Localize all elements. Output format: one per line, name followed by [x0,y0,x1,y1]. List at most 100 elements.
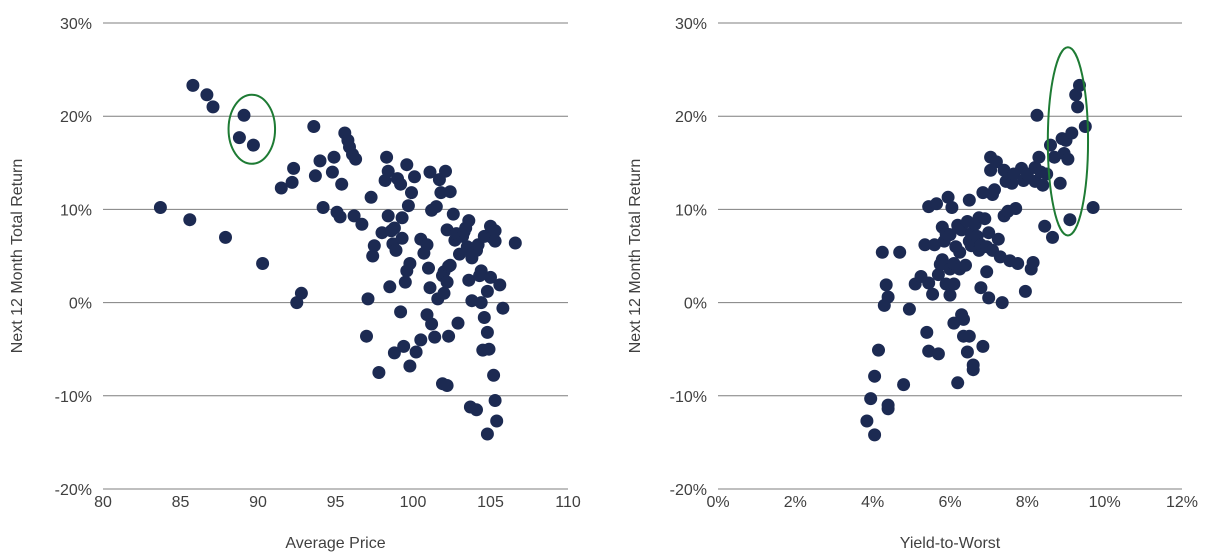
data-point [991,232,1005,246]
x-tick-label: 80 [94,494,112,511]
data-point [380,150,394,164]
data-point [186,78,200,92]
data-point [364,190,378,204]
data-point [361,292,375,306]
data-point [976,339,990,353]
data-point [1046,230,1059,244]
data-point [875,245,889,259]
x-axis-title: Average Price [285,535,385,552]
data-point [219,230,232,244]
data-point [989,155,1003,169]
data-point [425,317,439,331]
data-point [1030,108,1044,122]
y-tick-label: 0% [684,296,707,313]
data-point [347,209,361,223]
data-point [366,249,380,263]
data-point [462,273,476,287]
data-point [978,212,992,226]
data-point [443,185,457,199]
y-tick-label: 10% [60,202,92,219]
data-point [360,329,373,343]
y-tick-label: -10% [55,389,92,406]
y-axis-title: Next 12 Month Total Return [9,159,26,353]
data-point [1009,202,1023,215]
data-point [451,316,465,330]
data-point [428,330,442,344]
data-point [437,286,451,300]
data-point [1065,126,1079,140]
data-point [945,201,959,214]
data-point [333,210,347,224]
data-point [1061,152,1075,166]
data-point [316,201,330,214]
data-point [237,108,251,122]
data-point [974,281,988,295]
y-tick-label: 10% [675,202,707,219]
data-point [474,296,488,310]
data-point [482,342,496,356]
data-point [943,288,957,302]
data-point [474,264,488,278]
data-point [982,291,996,305]
x-tick-label: 0% [706,494,729,511]
data-point [325,165,339,179]
data-point [931,268,945,282]
data-point [484,270,497,284]
data-point [246,138,260,152]
data-point [440,275,454,289]
data-point [1026,256,1040,269]
data-point [962,193,976,207]
data-point [488,234,502,248]
x-tick-label: 85 [172,494,190,511]
y-tick-label: 30% [675,16,707,33]
data-point [1018,284,1032,298]
data-point [367,239,381,253]
x-tick-label: 2% [784,494,807,511]
data-point [1044,138,1057,152]
data-point [355,217,369,231]
y-tick-label: -20% [670,482,707,499]
data-point [860,414,874,428]
data-point [422,261,435,275]
data-point [440,379,454,392]
data-point [439,164,452,178]
data-point [200,88,214,102]
x-tick-label: 10% [1089,494,1121,511]
data-point [408,170,421,184]
data-point [881,290,895,304]
data-point [1078,120,1092,133]
data-point [490,414,504,428]
data-point [401,199,415,213]
data-point [926,287,940,301]
data-point [879,278,893,292]
data-point [947,277,961,291]
x-tick-label: 8% [1016,494,1039,511]
data-point [488,224,502,238]
data-point [1063,213,1077,227]
data-point [442,329,456,343]
data-point [1032,150,1046,164]
data-point [922,276,936,290]
data-point [394,305,408,319]
x-tick-label: 95 [327,494,345,511]
y-tick-label: 0% [69,296,92,313]
data-point [930,197,943,211]
data-point [394,177,408,191]
data-point [893,245,907,259]
data-point [864,392,878,406]
data-point [381,209,395,223]
data-point [1036,178,1050,192]
x-tick-label: 12% [1166,494,1198,511]
data-point [962,329,976,343]
y-tick-label: 20% [675,109,707,126]
data-point [274,181,288,195]
data-point [372,366,386,379]
y-axis-title: Next 12 Month Total Return [627,159,644,353]
data-point [980,265,994,279]
data-point [868,369,882,383]
data-point [966,363,980,377]
data-point [488,394,502,407]
highlight-ellipse [1046,46,1090,237]
data-point [423,165,437,179]
data-point [872,343,885,357]
